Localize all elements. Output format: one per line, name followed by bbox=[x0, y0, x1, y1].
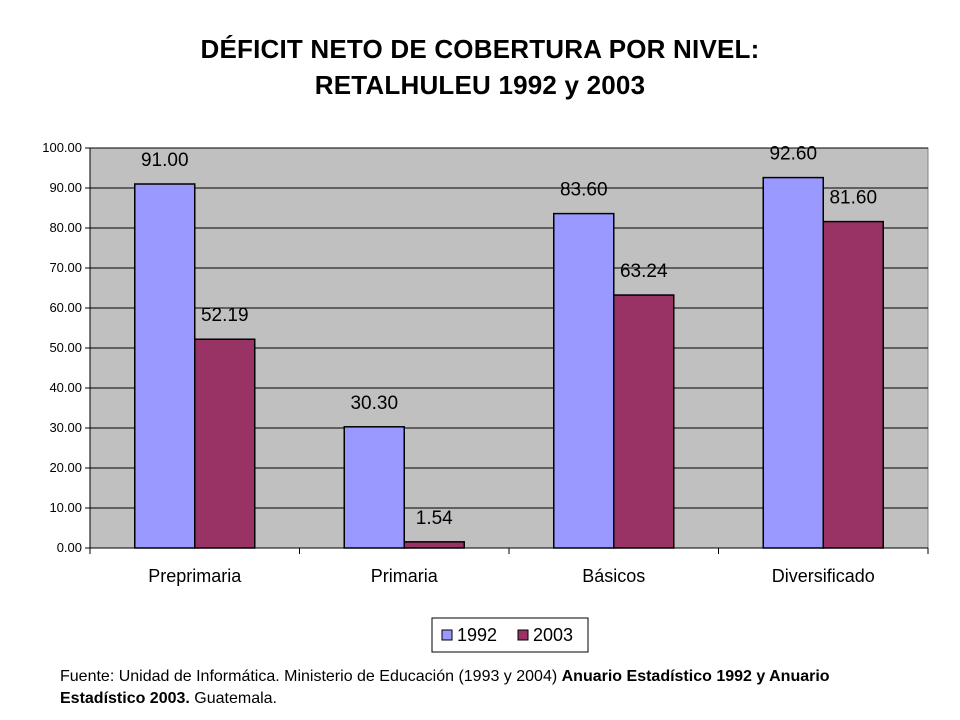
source-text: Fuente: Unidad de Informática. Ministeri… bbox=[60, 668, 562, 685]
data-label-2003: 81.60 bbox=[829, 188, 877, 209]
y-tick-label: 30.00 bbox=[49, 420, 82, 435]
bar-1992 bbox=[134, 183, 196, 549]
x-category-label: Preprimaria bbox=[148, 566, 242, 586]
y-tick-label: 70.00 bbox=[49, 260, 82, 275]
data-label-1992: 92.60 bbox=[769, 144, 817, 165]
x-category-label: Básicos bbox=[582, 566, 645, 586]
legend-label-2003: 2003 bbox=[533, 625, 573, 645]
legend-swatch-1992 bbox=[441, 629, 453, 641]
y-tick-label: 20.00 bbox=[49, 460, 82, 475]
legend: 1992 2003 bbox=[431, 617, 589, 653]
legend-box bbox=[431, 617, 589, 653]
source-note: Fuente: Unidad de Informática. Ministeri… bbox=[60, 666, 910, 710]
data-label-2003: 63.24 bbox=[620, 261, 668, 282]
bars bbox=[134, 176, 884, 549]
data-labels: 91.00 52.19 30.30 1.54 83.60 63.24 92.60 81.60 bbox=[141, 144, 877, 529]
y-tick-label: 60.00 bbox=[49, 300, 82, 315]
bar-2003 bbox=[822, 220, 884, 549]
data-label-1992: 83.60 bbox=[560, 180, 608, 201]
x-category-label: Primaria bbox=[371, 566, 439, 586]
y-tick-label: 0.00 bbox=[57, 540, 82, 555]
y-tick-label: 50.00 bbox=[49, 340, 82, 355]
bar-1992 bbox=[762, 176, 824, 549]
bar-1992 bbox=[553, 212, 615, 549]
data-label-1992: 91.00 bbox=[141, 150, 189, 171]
y-tick-label: 10.00 bbox=[49, 500, 82, 515]
y-tick-label: 80.00 bbox=[49, 220, 82, 235]
bar-chart: 0.00 10.00 20.00 30.00 40.00 50.00 60.00 70.00 8… bbox=[42, 140, 929, 653]
y-axis: 0.00 10.00 20.00 30.00 40.00 50.00 60.00 70.00 8… bbox=[42, 140, 91, 555]
y-tick-label: 100.00 bbox=[42, 140, 82, 155]
bar-2003 bbox=[403, 541, 465, 549]
bar-1992 bbox=[343, 426, 405, 549]
data-label-2003: 52.19 bbox=[201, 305, 249, 326]
source-bold-text: Anuario Estadístico 1992 y Anuario Estad… bbox=[60, 668, 830, 707]
bar-2003 bbox=[194, 338, 256, 549]
chart-title-line2: RETALHULEU 1992 y 2003 bbox=[314, 70, 646, 100]
legend-swatch-2003 bbox=[517, 629, 529, 641]
x-category-label: Diversificado bbox=[772, 566, 875, 586]
legend-label-1992: 1992 bbox=[457, 625, 497, 645]
chart-title-line1: DÉFICIT NETO DE COBERTURA POR NIVEL: bbox=[200, 34, 760, 64]
bar-2003 bbox=[613, 294, 675, 549]
data-label-1992: 30.30 bbox=[350, 393, 398, 414]
source-text-end: Guatemala. bbox=[189, 690, 277, 707]
data-label-2003: 1.54 bbox=[416, 508, 453, 529]
y-tick-label: 90.00 bbox=[49, 180, 82, 195]
y-tick-label: 40.00 bbox=[49, 380, 82, 395]
x-axis: Preprimaria Primaria Básicos Diversificado bbox=[89, 547, 929, 586]
